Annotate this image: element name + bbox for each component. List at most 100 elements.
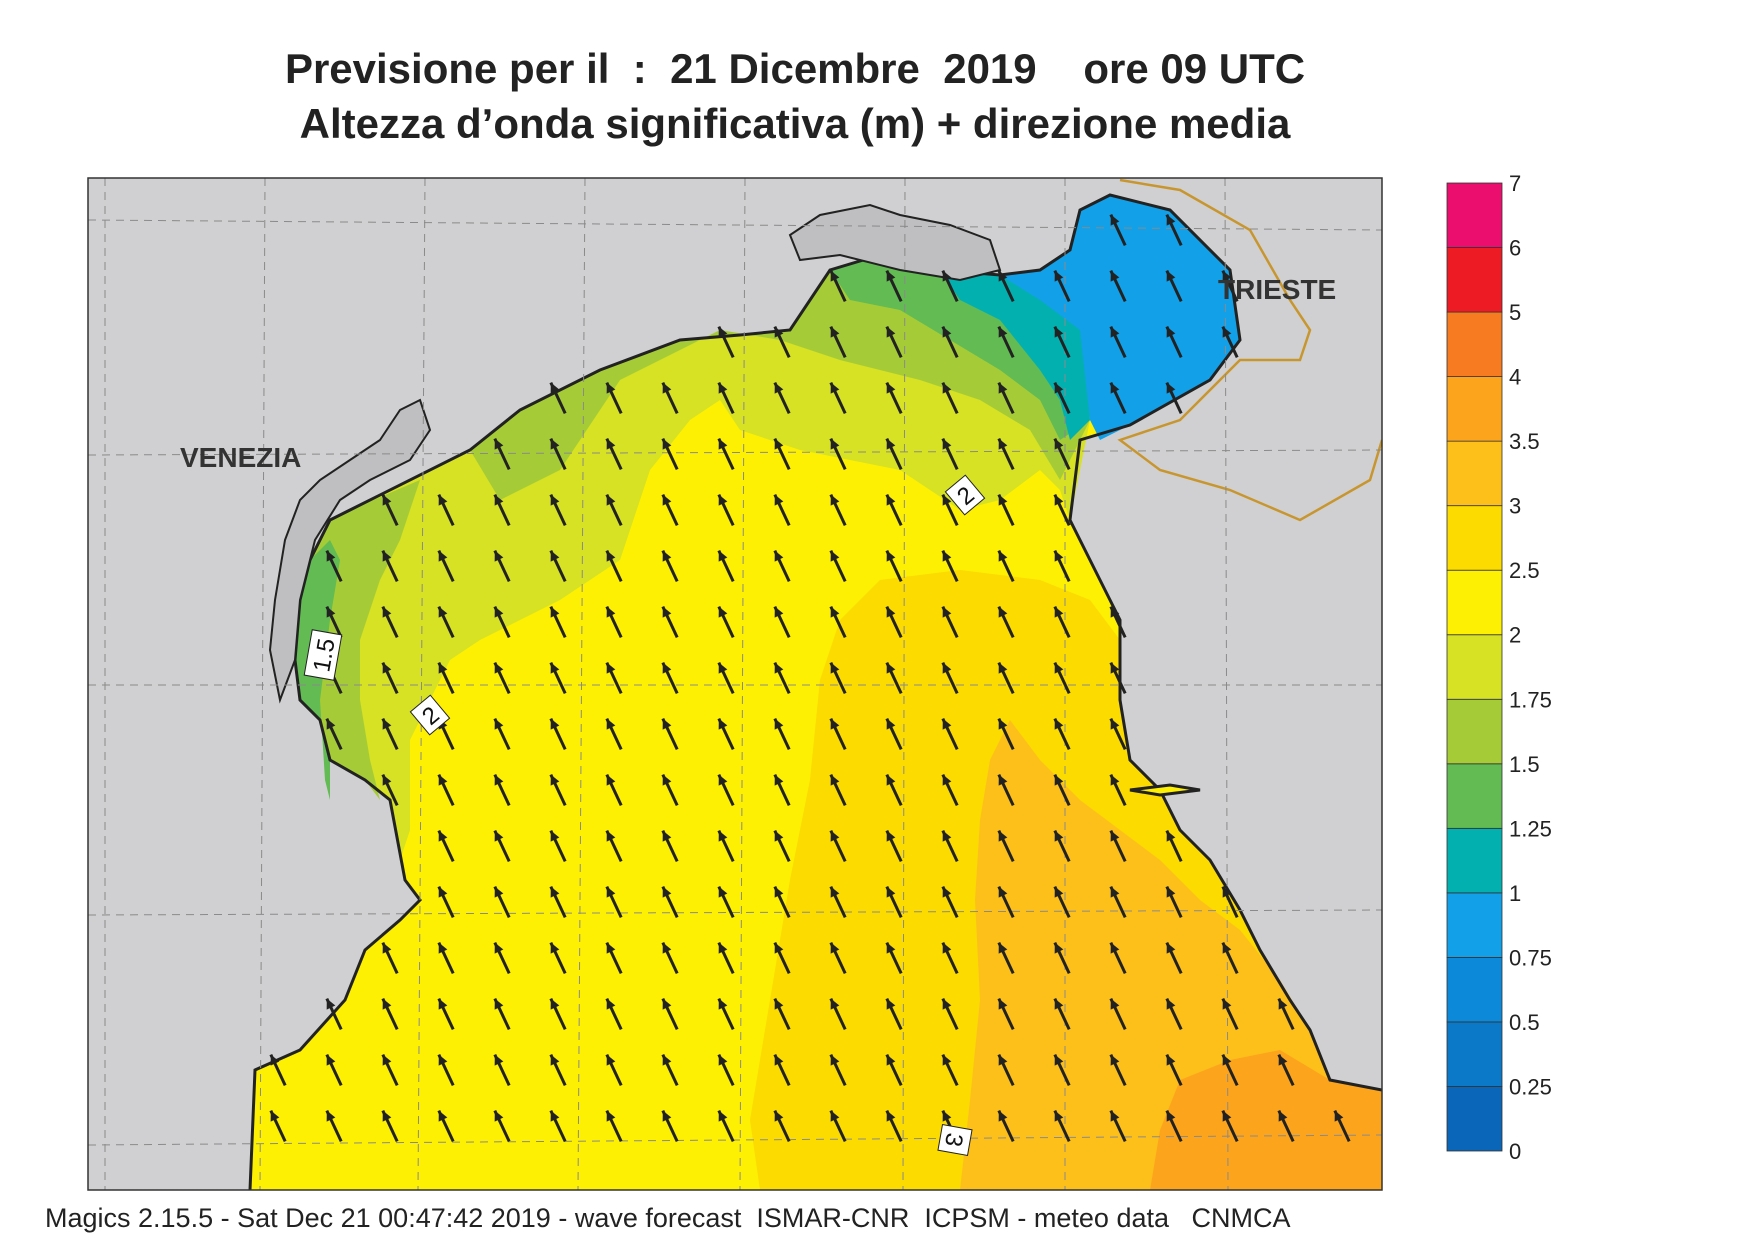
wave-direction-arrow bbox=[1165, 1109, 1183, 1143]
wave-direction-arrow bbox=[381, 717, 399, 751]
wave-direction-arrow bbox=[1053, 605, 1071, 639]
wave-direction-arrow bbox=[493, 493, 511, 527]
wave-direction-arrow bbox=[997, 325, 1015, 359]
wave-direction-arrow bbox=[941, 885, 959, 919]
svg-text:3: 3 bbox=[939, 1131, 968, 1149]
wave-direction-arrow bbox=[1165, 829, 1183, 863]
wave-direction-arrow bbox=[1165, 997, 1183, 1031]
wave-direction-arrow bbox=[661, 437, 679, 471]
wave-direction-arrow bbox=[1053, 1053, 1071, 1087]
legend-swatch bbox=[1446, 182, 1503, 248]
wave-direction-arrow bbox=[605, 1053, 623, 1087]
legend-label: 7 bbox=[1509, 171, 1521, 196]
wave-direction-arrow bbox=[493, 605, 511, 639]
legend-label: 0.5 bbox=[1509, 1010, 1540, 1035]
wave-direction-arrow bbox=[549, 941, 567, 975]
wave-direction-arrow bbox=[829, 661, 847, 695]
wave-direction-arrow bbox=[829, 717, 847, 751]
wave-direction-arrow bbox=[773, 437, 791, 471]
wave-direction-arrow bbox=[1221, 997, 1239, 1031]
footer-credits: Magics 2.15.5 - Sat Dec 21 00:47:42 2019… bbox=[45, 1203, 1291, 1233]
wave-direction-arrow bbox=[773, 773, 791, 807]
wave-direction-arrow bbox=[549, 885, 567, 919]
wave-direction-arrow bbox=[829, 941, 847, 975]
wave-direction-arrow bbox=[381, 941, 399, 975]
wave-direction-arrow bbox=[493, 997, 511, 1031]
wave-direction-arrow bbox=[717, 381, 735, 415]
wave-direction-arrow bbox=[997, 661, 1015, 695]
title-line-2: Altezza d’onda significativa (m) + direz… bbox=[299, 100, 1291, 147]
wave-direction-arrow bbox=[1165, 941, 1183, 975]
wave-direction-arrow bbox=[773, 661, 791, 695]
wave-direction-arrow bbox=[493, 773, 511, 807]
wave-direction-arrow bbox=[1165, 325, 1183, 359]
wave-direction-arrow bbox=[941, 549, 959, 583]
legend-swatch bbox=[1446, 698, 1503, 765]
legend-swatch bbox=[1446, 827, 1503, 894]
wave-direction-arrow bbox=[941, 381, 959, 415]
legend-swatch bbox=[1446, 311, 1503, 378]
wave-direction-arrow bbox=[941, 493, 959, 527]
wave-direction-arrow bbox=[1333, 1109, 1351, 1143]
legend-swatch bbox=[1446, 892, 1503, 958]
wave-direction-arrow bbox=[997, 269, 1015, 303]
wave-direction-arrow bbox=[1053, 661, 1071, 695]
wave-direction-arrow bbox=[1053, 997, 1071, 1031]
wave-direction-arrow bbox=[549, 773, 567, 807]
legend: 0 0.25 0.5 0.75 1 1.25 1.5 1.75 2 2.5 3 3.5 4 5 6 7 bbox=[1446, 171, 1552, 1164]
wave-direction-arrow bbox=[773, 941, 791, 975]
wave-direction-arrow bbox=[1053, 269, 1071, 303]
wave-direction-arrow bbox=[773, 997, 791, 1031]
wave-direction-arrow bbox=[885, 437, 903, 471]
legend-label: 2.5 bbox=[1509, 558, 1540, 583]
wave-direction-arrow bbox=[717, 717, 735, 751]
wave-direction-arrow bbox=[605, 717, 623, 751]
wave-direction-arrow bbox=[381, 1109, 399, 1143]
wave-direction-arrow bbox=[493, 437, 511, 471]
wave-direction-arrow bbox=[1109, 381, 1127, 415]
legend-label: 1.5 bbox=[1509, 752, 1540, 777]
band-075 bbox=[1000, 195, 1240, 440]
legend-swatch bbox=[1446, 763, 1503, 829]
legend-label: 3.5 bbox=[1509, 429, 1540, 454]
wave-direction-arrow bbox=[829, 997, 847, 1031]
map-frame bbox=[87, 177, 1383, 1191]
wave-direction-arrow bbox=[885, 493, 903, 527]
wave-direction-arrow bbox=[661, 1053, 679, 1087]
wave-direction-arrow bbox=[437, 605, 455, 639]
arrow-field bbox=[269, 213, 1351, 1143]
wave-direction-arrow bbox=[1221, 941, 1239, 975]
wave-direction-arrow bbox=[997, 493, 1015, 527]
wave-direction-arrow bbox=[381, 493, 399, 527]
wave-direction-arrow bbox=[885, 549, 903, 583]
wave-direction-arrow bbox=[885, 885, 903, 919]
wave-direction-arrow bbox=[1053, 325, 1071, 359]
wave-direction-arrow bbox=[829, 885, 847, 919]
wave-direction-arrow bbox=[1109, 885, 1127, 919]
wave-direction-arrow bbox=[997, 997, 1015, 1031]
legend-label: 6 bbox=[1509, 236, 1521, 261]
band-35 bbox=[1150, 1050, 1382, 1190]
wave-direction-arrow bbox=[717, 325, 735, 359]
wave-direction-arrow bbox=[1109, 1053, 1127, 1087]
wave-direction-arrow bbox=[885, 941, 903, 975]
wave-direction-arrow bbox=[1053, 941, 1071, 975]
wave-direction-arrow bbox=[381, 549, 399, 583]
legend-label: 1.25 bbox=[1509, 816, 1552, 841]
wave-direction-arrow bbox=[997, 381, 1015, 415]
wave-direction-arrow bbox=[661, 661, 679, 695]
wave-direction-arrow bbox=[661, 493, 679, 527]
wave-direction-arrow bbox=[885, 829, 903, 863]
wave-direction-arrow bbox=[1053, 885, 1071, 919]
wave-direction-arrow bbox=[325, 717, 343, 751]
wave-direction-arrow bbox=[437, 829, 455, 863]
wave-direction-arrow bbox=[997, 717, 1015, 751]
city-label-trieste: TRIESTE bbox=[1218, 274, 1336, 305]
wave-direction-arrow bbox=[717, 941, 735, 975]
wave-direction-arrow bbox=[269, 1109, 287, 1143]
wave-direction-arrow bbox=[1109, 997, 1127, 1031]
wave-direction-arrow bbox=[829, 773, 847, 807]
wave-direction-arrow bbox=[717, 437, 735, 471]
legend-label: 0 bbox=[1509, 1139, 1521, 1164]
legend-label: 0.25 bbox=[1509, 1074, 1552, 1099]
